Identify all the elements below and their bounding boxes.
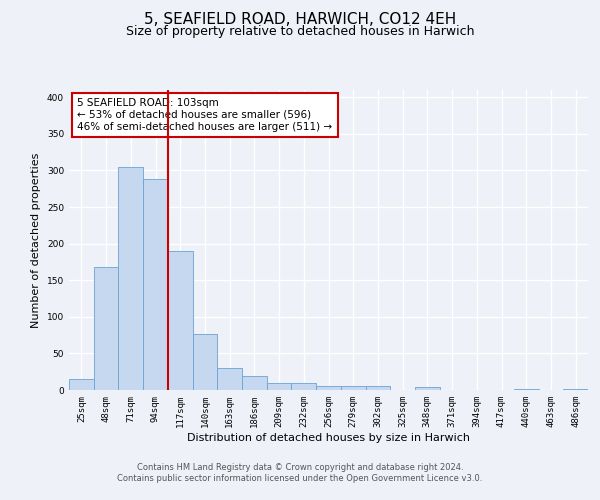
X-axis label: Distribution of detached houses by size in Harwich: Distribution of detached houses by size … (187, 432, 470, 442)
Bar (118, 167, 143, 390)
Bar (168, 251, 193, 390)
Text: Contains HM Land Registry data © Crown copyright and database right 2024.: Contains HM Land Registry data © Crown c… (137, 462, 463, 471)
Y-axis label: Number of detached properties: Number of detached properties (31, 152, 41, 328)
Bar (242, 376, 267, 390)
Text: 5 SEAFIELD ROAD: 103sqm
← 53% of detached houses are smaller (596)
46% of semi-d: 5 SEAFIELD ROAD: 103sqm ← 53% of detache… (77, 98, 332, 132)
Bar (316, 386, 341, 390)
Bar (563, 388, 588, 390)
Bar (267, 384, 292, 390)
Bar (143, 180, 168, 390)
Bar (217, 368, 242, 390)
Bar (415, 387, 440, 390)
Text: Size of property relative to detached houses in Harwich: Size of property relative to detached ho… (126, 25, 474, 38)
Bar (69, 379, 94, 390)
Bar (94, 267, 118, 390)
Bar (292, 384, 316, 390)
Bar (514, 388, 539, 390)
Bar (365, 386, 390, 390)
Text: Contains public sector information licensed under the Open Government Licence v3: Contains public sector information licen… (118, 474, 482, 483)
Text: 5, SEAFIELD ROAD, HARWICH, CO12 4EH: 5, SEAFIELD ROAD, HARWICH, CO12 4EH (144, 12, 456, 28)
Bar (341, 386, 365, 390)
Bar (193, 334, 217, 390)
